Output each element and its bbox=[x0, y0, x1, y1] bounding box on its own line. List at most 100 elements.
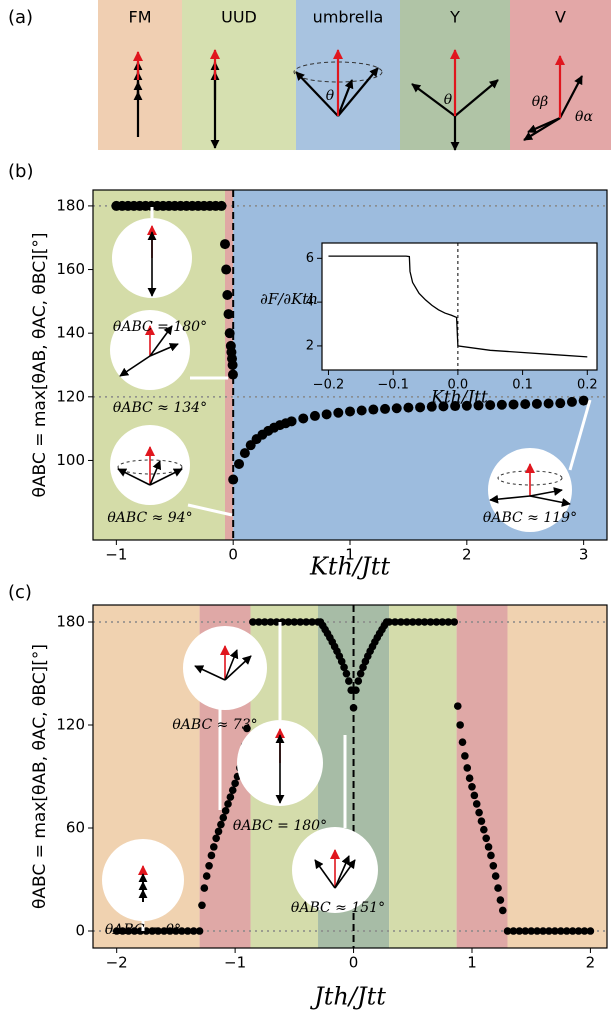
data-point bbox=[124, 927, 133, 935]
data-point bbox=[461, 752, 469, 760]
data-point bbox=[578, 395, 589, 406]
data-point bbox=[444, 618, 453, 626]
data-point bbox=[220, 239, 231, 250]
data-point bbox=[354, 677, 363, 685]
data-point bbox=[545, 927, 553, 935]
spin bbox=[224, 649, 239, 681]
angle-label: θα bbox=[575, 109, 593, 125]
annotation: θABC ≈ 119° bbox=[483, 510, 577, 526]
data-point bbox=[227, 360, 238, 370]
data-point bbox=[118, 927, 127, 935]
data-point bbox=[477, 817, 486, 825]
phase-name: FM bbox=[128, 8, 151, 27]
data-point bbox=[539, 927, 547, 935]
data-point bbox=[458, 738, 467, 746]
data-point bbox=[349, 704, 358, 712]
angle-label: θ bbox=[326, 88, 335, 104]
data-point bbox=[219, 813, 228, 822]
data-point bbox=[543, 398, 554, 409]
x-tick-label: 0.0 bbox=[448, 378, 469, 393]
data-point bbox=[249, 618, 257, 626]
data-point bbox=[309, 410, 320, 421]
data-point bbox=[586, 927, 595, 935]
data-point bbox=[266, 618, 275, 626]
data-point bbox=[226, 793, 235, 801]
spin bbox=[149, 460, 162, 486]
data-point bbox=[239, 448, 250, 459]
data-point bbox=[202, 872, 211, 880]
data-point bbox=[403, 402, 414, 413]
data-point bbox=[491, 872, 500, 880]
angle-label: θ bbox=[444, 92, 453, 108]
data-point bbox=[352, 686, 360, 694]
y-axis-label: θABC = max[θAB, θAC, θBC][°] bbox=[30, 233, 50, 498]
spin bbox=[336, 79, 354, 117]
annotation: θABC = 0° bbox=[105, 922, 181, 938]
data-point bbox=[272, 618, 281, 626]
data-point bbox=[148, 927, 157, 935]
x-tick-label: 3 bbox=[579, 546, 589, 564]
spin bbox=[334, 855, 350, 889]
data-point bbox=[207, 851, 216, 860]
x-tick-label: 2 bbox=[586, 954, 596, 972]
data-point bbox=[475, 808, 483, 817]
data-point bbox=[221, 264, 232, 275]
y-tick-label: 4 bbox=[306, 295, 314, 310]
data-point bbox=[533, 927, 541, 935]
data-point bbox=[426, 401, 437, 412]
data-point bbox=[178, 927, 186, 935]
data-point bbox=[223, 309, 234, 320]
cone bbox=[497, 470, 563, 486]
data-point bbox=[214, 827, 223, 836]
spin bbox=[489, 494, 531, 504]
annotation: θABC ≈ 134° bbox=[113, 400, 207, 416]
data-point bbox=[480, 825, 488, 834]
y-tick-label: 180 bbox=[56, 196, 85, 214]
data-point bbox=[359, 663, 367, 672]
data-point bbox=[224, 800, 232, 808]
y-tick-label: 100 bbox=[56, 451, 85, 469]
x-tick-label: −0.2 bbox=[313, 378, 345, 393]
data-point bbox=[222, 290, 233, 300]
angle-label: θβ bbox=[532, 94, 549, 110]
annotation: θABC ≈ 151° bbox=[291, 900, 385, 916]
data-point bbox=[450, 401, 461, 412]
data-point bbox=[531, 398, 542, 409]
x-tick-label: 1 bbox=[345, 546, 355, 564]
x-tick-label: 0 bbox=[349, 954, 359, 972]
data-point bbox=[296, 618, 305, 626]
data-point bbox=[216, 200, 227, 211]
data-point bbox=[521, 927, 530, 935]
data-point bbox=[198, 901, 206, 910]
y-tick-label: 120 bbox=[56, 715, 85, 733]
data-point bbox=[438, 618, 447, 626]
spin bbox=[337, 67, 379, 117]
phase-region bbox=[389, 605, 457, 948]
data-point bbox=[231, 779, 239, 788]
data-point bbox=[166, 927, 174, 935]
inset-diagrams: θABC ≈ 73° θABC = 180° θABC = 0° θABC ≈ 151… bbox=[102, 622, 385, 938]
spin bbox=[224, 655, 252, 681]
phase-name: umbrella bbox=[313, 8, 384, 27]
spin-diagrams bbox=[133, 49, 583, 151]
data-point bbox=[290, 618, 299, 626]
data-point bbox=[298, 413, 309, 424]
spin bbox=[314, 859, 336, 889]
data-point bbox=[321, 409, 332, 420]
data-point bbox=[482, 834, 490, 843]
data-point bbox=[342, 669, 351, 678]
x-tick-label: −1 bbox=[105, 546, 127, 564]
spin bbox=[529, 487, 563, 497]
spin bbox=[149, 343, 179, 357]
cone bbox=[293, 61, 383, 83]
data-point bbox=[380, 403, 391, 414]
data-point bbox=[356, 405, 367, 416]
annotation: θABC ≈ 94° bbox=[107, 510, 192, 526]
data-point bbox=[243, 724, 251, 733]
x-tick-label: −2 bbox=[106, 954, 128, 972]
data-point bbox=[345, 406, 355, 417]
panel-label: (a) bbox=[8, 7, 33, 28]
data-point bbox=[228, 474, 239, 485]
y-axis-label: ∂F/∂Kth bbox=[260, 290, 318, 308]
